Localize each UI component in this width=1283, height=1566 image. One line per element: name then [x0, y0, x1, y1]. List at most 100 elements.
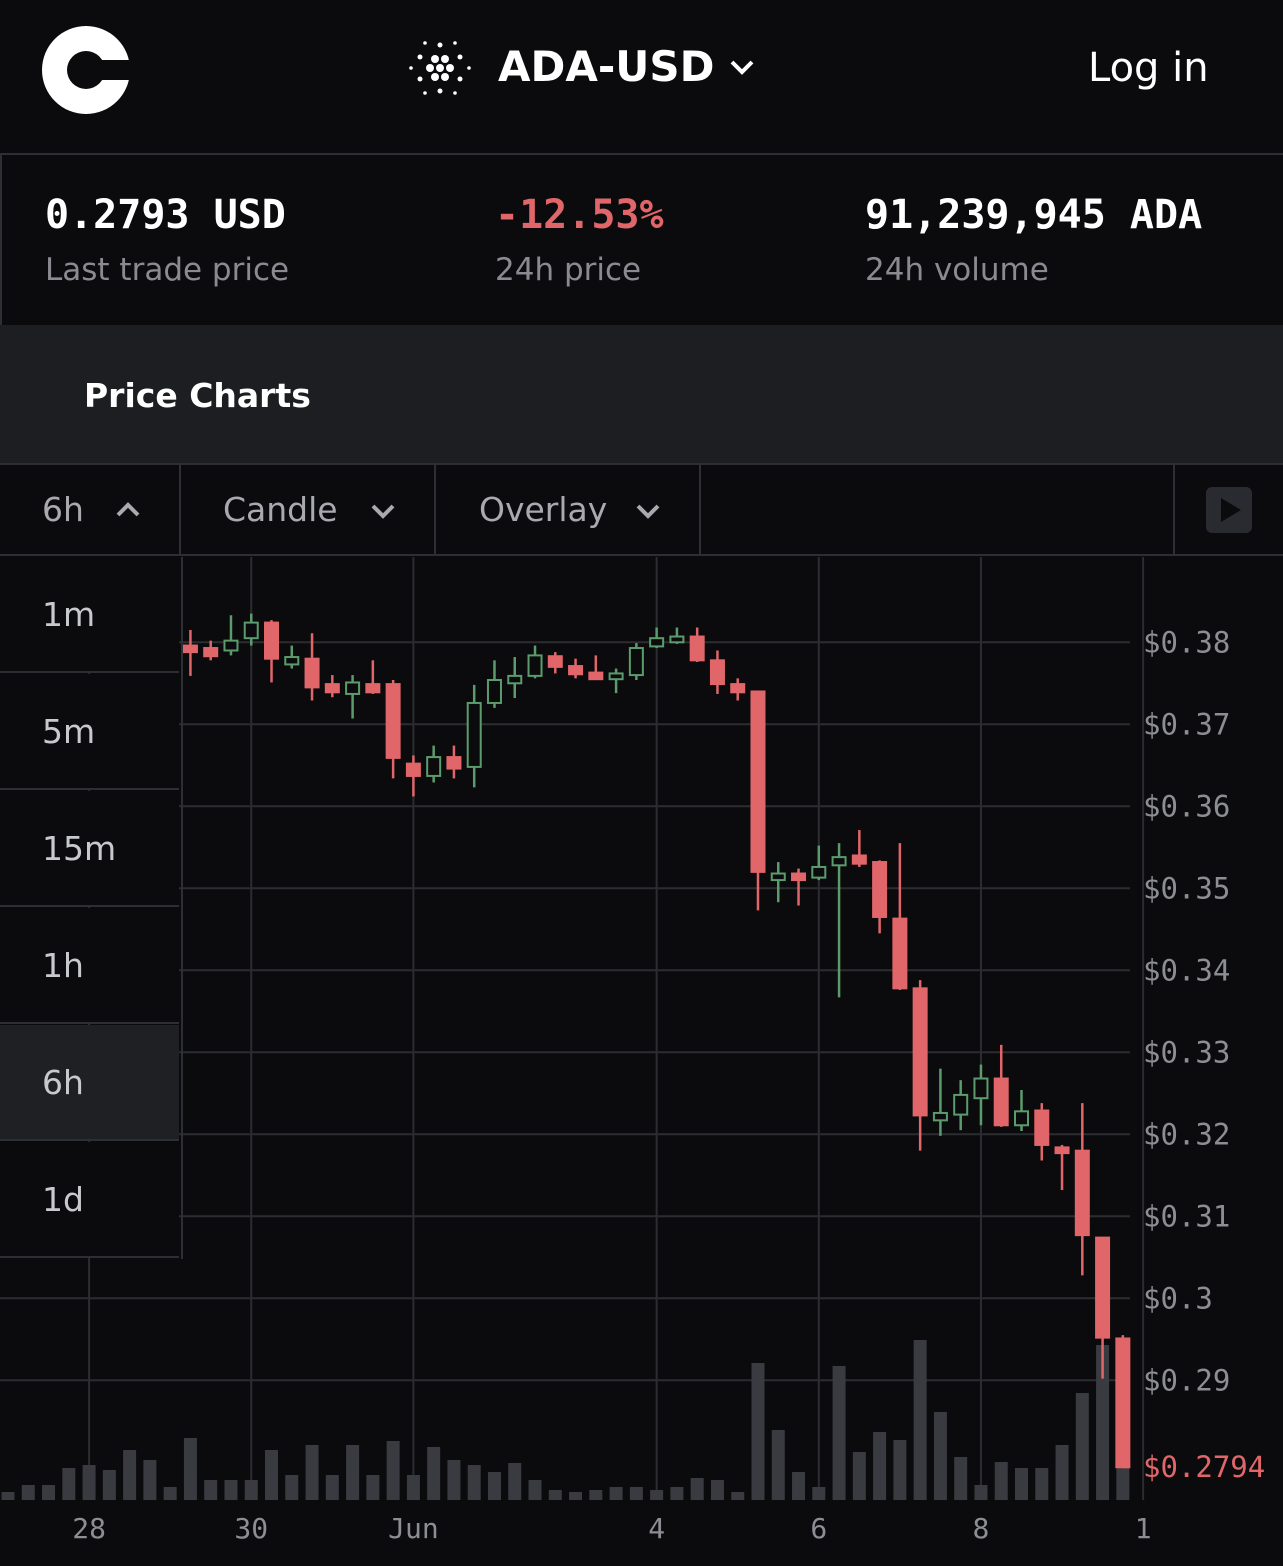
candle-body	[628, 647, 644, 677]
volume-bar	[1075, 1393, 1089, 1500]
volume-bar	[933, 1412, 947, 1500]
menu-item[interactable]: 15m	[0, 791, 179, 907]
volume-bar	[42, 1485, 56, 1500]
interval-button[interactable]: 6h	[42, 490, 84, 529]
chevron[interactable]	[114, 500, 142, 520]
volume-bar	[650, 1490, 664, 1500]
candle-body	[182, 644, 198, 654]
volume-bar	[1015, 1468, 1028, 1500]
overlay-button[interactable]: Overlay	[479, 490, 608, 529]
candle-body	[973, 1077, 989, 1100]
volume-bar	[305, 1445, 319, 1500]
volume-bar	[792, 1472, 806, 1500]
candle-body	[851, 854, 867, 865]
volume-bar	[163, 1487, 177, 1500]
candle-body	[385, 683, 401, 759]
volume-bar	[690, 1478, 704, 1500]
volume-bar	[873, 1432, 887, 1500]
candle-body	[1095, 1236, 1111, 1339]
y-tick-label: $0.32	[1143, 1117, 1230, 1151]
volume-bar	[731, 1492, 745, 1500]
candle-body	[709, 659, 725, 686]
interval-menu: 1m 5m 15m 1h 6h 1d	[0, 557, 183, 1259]
menu-item[interactable]: 1d	[0, 1142, 179, 1258]
candle-body	[466, 701, 482, 768]
y-tick-label: $0.29	[1143, 1363, 1230, 1397]
volume-bar	[994, 1462, 1008, 1500]
volume-bar	[589, 1490, 603, 1500]
chevron[interactable]	[728, 58, 756, 78]
volume-bar	[346, 1445, 360, 1500]
candle-body	[932, 1111, 948, 1122]
volume-bar	[974, 1485, 988, 1500]
x-tick-label: Jun	[388, 1512, 439, 1545]
candle-body	[730, 683, 746, 694]
volume-bar	[751, 1363, 765, 1500]
x-tick-label: 6	[810, 1512, 827, 1545]
candle-body	[223, 639, 239, 652]
volume-bar	[183, 1438, 197, 1500]
volume-bar	[406, 1475, 420, 1500]
candle-body	[324, 683, 340, 694]
candle-body	[1014, 1110, 1029, 1127]
candle-body	[649, 637, 665, 648]
x-tick-label: 8	[973, 1512, 990, 1545]
candle-body	[345, 681, 361, 695]
candle-body	[791, 872, 807, 882]
stat-value: 91,239,945 ADA	[865, 192, 1203, 238]
candle-body	[405, 762, 421, 777]
x-tick-label: 1	[1135, 1512, 1152, 1545]
candle-body	[304, 657, 320, 689]
menu-item[interactable]: 1h	[0, 908, 179, 1024]
volume-bar	[265, 1450, 279, 1500]
candle-body	[365, 683, 381, 694]
candle-body	[486, 679, 502, 704]
chevron[interactable]	[369, 502, 397, 522]
volume-bar	[467, 1465, 481, 1500]
volume-bar	[123, 1450, 137, 1500]
x-tick-label: 4	[648, 1512, 665, 1545]
volume-bar	[913, 1340, 927, 1500]
volume-bar	[771, 1430, 785, 1500]
candle-body	[892, 917, 908, 990]
volume-bar	[62, 1468, 76, 1500]
stat-value: 0.2793 USD	[45, 192, 286, 238]
candle-body	[588, 671, 604, 681]
logo[interactable]	[40, 24, 132, 116]
candle-body	[507, 674, 523, 685]
candle-body	[831, 856, 847, 867]
volume-bar	[447, 1460, 461, 1500]
candle-body	[284, 656, 300, 666]
candle-body	[446, 756, 462, 770]
y-tick-label: $0.34	[1143, 953, 1230, 987]
volume-bar	[487, 1472, 501, 1500]
chart-type-button[interactable]: Candle	[223, 490, 338, 529]
volume-bar	[832, 1366, 846, 1500]
volume-bar	[82, 1465, 96, 1500]
candle-body	[1034, 1109, 1050, 1146]
candle-body	[811, 865, 827, 879]
volume-bar	[1, 1492, 15, 1500]
menu-item[interactable]: 5m	[0, 674, 179, 790]
candle-body	[426, 756, 442, 777]
stat-label: 24h volume	[865, 252, 1049, 288]
volume-bar	[224, 1480, 238, 1500]
candle-body	[669, 635, 685, 644]
section-title[interactable]: Price Charts	[84, 376, 311, 415]
play-button[interactable]	[1206, 487, 1252, 533]
volume-bar	[366, 1475, 380, 1500]
login[interactable]: Log in	[1088, 45, 1209, 91]
chevron[interactable]	[634, 502, 662, 522]
volume-bar	[528, 1480, 542, 1500]
candle-body	[243, 621, 259, 640]
volume-bar	[285, 1475, 299, 1500]
y-tick-label: $0.38	[1143, 625, 1230, 659]
stat-label: 24h price	[495, 252, 642, 288]
volume-bar	[508, 1463, 522, 1500]
pair[interactable]: ADA-USD	[498, 42, 715, 91]
volume-bar	[143, 1460, 157, 1500]
menu-item[interactable]: 6h	[0, 1025, 179, 1141]
candle-body	[689, 635, 705, 662]
menu-item[interactable]: 1m	[0, 557, 179, 673]
